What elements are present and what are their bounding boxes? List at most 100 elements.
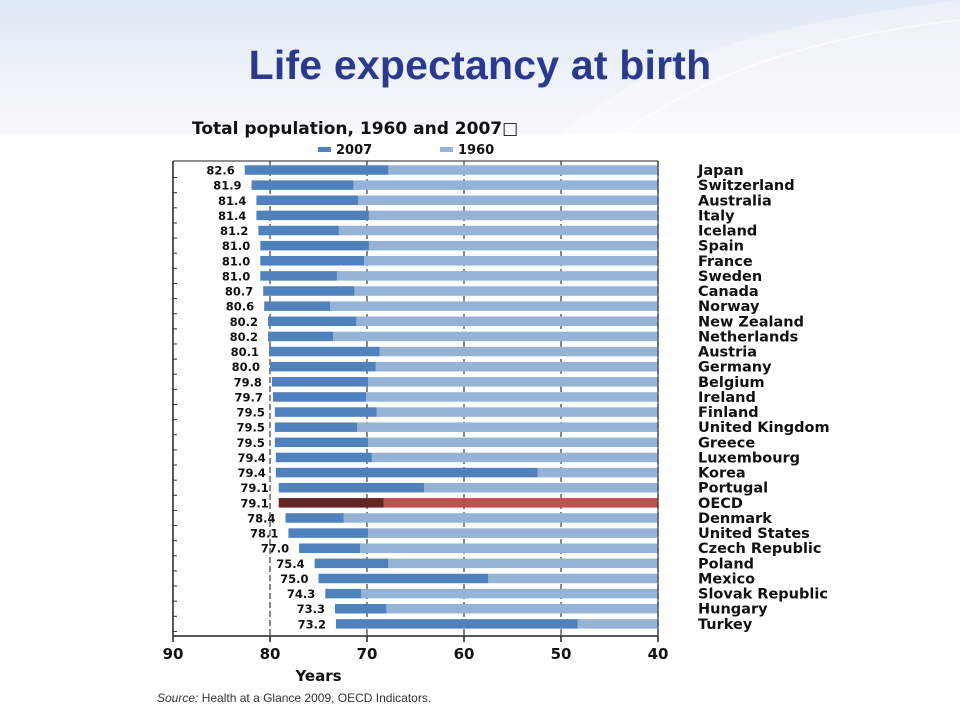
bar-1960-19 [371,452,658,463]
bar-2007-15 [272,392,367,402]
legend-swatch-1960 [440,147,453,152]
value-label-28: 74.3 [287,587,315,601]
country-label-19: Luxembourg [698,450,800,466]
x-axis-title: Years [294,667,341,685]
country-label-16: Finland [698,405,759,421]
value-label-11: 80.2 [230,330,258,344]
value-label-3: 81.4 [218,209,246,223]
value-label-14: 79.8 [234,375,262,389]
bar-1960-7 [336,271,658,281]
value-label-10: 80.2 [230,315,258,329]
country-label-27: Mexico [698,571,755,587]
source-text: Health at a Glance 2009, OECD Indicators… [201,691,432,705]
value-label-19: 79.4 [237,451,265,465]
country-label-21: Portugal [698,481,768,497]
bar-1960-17 [357,422,658,432]
bar-1960-29 [386,603,658,614]
bar-1960-21 [424,482,658,493]
value-label-6: 81.0 [222,254,250,268]
bar-2007-12 [269,346,380,357]
bar-1960-0 [388,165,658,175]
x-tick-label-90: 90 [163,645,184,663]
value-label-8: 80.7 [225,285,253,299]
country-label-9: Norway [698,299,760,315]
bar-2007-14 [271,377,368,387]
value-label-2: 81.4 [218,194,246,208]
country-label-18: Greece [698,435,755,451]
country-label-5: Spain [698,239,744,255]
bar-1960-12 [379,346,658,357]
country-label-17: United Kingdom [698,420,830,436]
value-label-9: 80.6 [226,300,254,314]
value-label-24: 78.1 [250,527,278,541]
x-tick-label-80: 80 [260,645,281,663]
bar-2007-26 [314,558,389,569]
country-label-8: Canada [698,284,759,300]
country-label-0: Japan [697,163,744,179]
bar-2007-24 [288,528,368,538]
x-tick-label-70: 70 [357,645,378,663]
bar-2007-30 [335,619,578,629]
bar-2007-18 [274,437,368,448]
bar-1960-22 [383,498,658,508]
value-label-25: 77.0 [261,542,289,556]
country-label-12: Austria [698,345,757,361]
value-label-13: 80.0 [232,360,260,374]
title-banner [0,0,960,134]
banner-decoration [560,0,960,134]
bar-2007-17 [274,422,358,432]
country-label-23: Denmark [698,511,772,527]
bar-2007-1 [251,180,354,190]
value-label-5: 81.0 [222,239,250,253]
bar-2007-28 [325,588,362,599]
bar-2007-27 [318,573,489,584]
bar-1960-8 [354,286,658,296]
bar-1960-23 [343,513,658,523]
country-label-15: Ireland [698,390,756,406]
value-label-21: 79.1 [240,481,268,495]
bar-1960-30 [577,619,658,629]
bar-1960-15 [366,392,658,402]
country-label-7: Sweden [698,269,762,285]
value-label-16: 79.5 [236,406,264,420]
bar-2007-21 [278,482,425,493]
value-label-27: 75.0 [280,572,308,586]
country-label-4: Iceland [698,224,757,240]
bar-1960-1 [353,180,658,190]
country-label-22: OECD [698,496,743,512]
country-label-29: Hungary [698,602,768,618]
country-label-26: Poland [698,556,754,572]
bar-2007-25 [299,543,361,553]
legend-swatch-2007 [318,147,331,152]
value-label-1: 81.9 [213,179,241,193]
bar-1960-20 [537,467,658,478]
bar-1960-24 [367,528,658,538]
bar-2007-19 [275,452,372,463]
source-note: Source: Health at a Glance 2009, OECD In… [157,691,431,705]
bar-1960-11 [333,331,658,342]
bar-1960-2 [358,195,658,206]
value-label-20: 79.4 [237,466,265,480]
bar-2007-13 [270,361,376,372]
value-label-4: 81.2 [220,224,248,238]
value-label-15: 79.7 [235,390,263,404]
country-label-10: New Zealand [698,314,804,330]
bar-2007-2 [256,195,359,206]
bar-1960-16 [376,407,658,417]
x-tick-label-60: 60 [454,645,475,663]
bar-1960-26 [388,558,658,569]
life-expectancy-chart: Total population, 1960 and 2007□ 2007 1960… [163,119,830,685]
value-label-18: 79.5 [236,436,264,450]
bar-2007-9 [264,301,331,311]
slide-title: Life expectancy at birth [248,42,712,88]
value-label-30: 73.2 [298,617,326,631]
bar-1960-18 [367,437,658,448]
x-tick-label-50: 50 [551,645,572,663]
value-label-26: 75.4 [276,557,304,571]
bar-1960-10 [356,316,658,327]
bar-2007-16 [274,407,377,417]
bar-2007-20 [275,467,538,478]
country-label-14: Belgium [698,375,765,391]
value-label-29: 73.3 [297,602,325,616]
country-label-24: United States [698,526,810,542]
